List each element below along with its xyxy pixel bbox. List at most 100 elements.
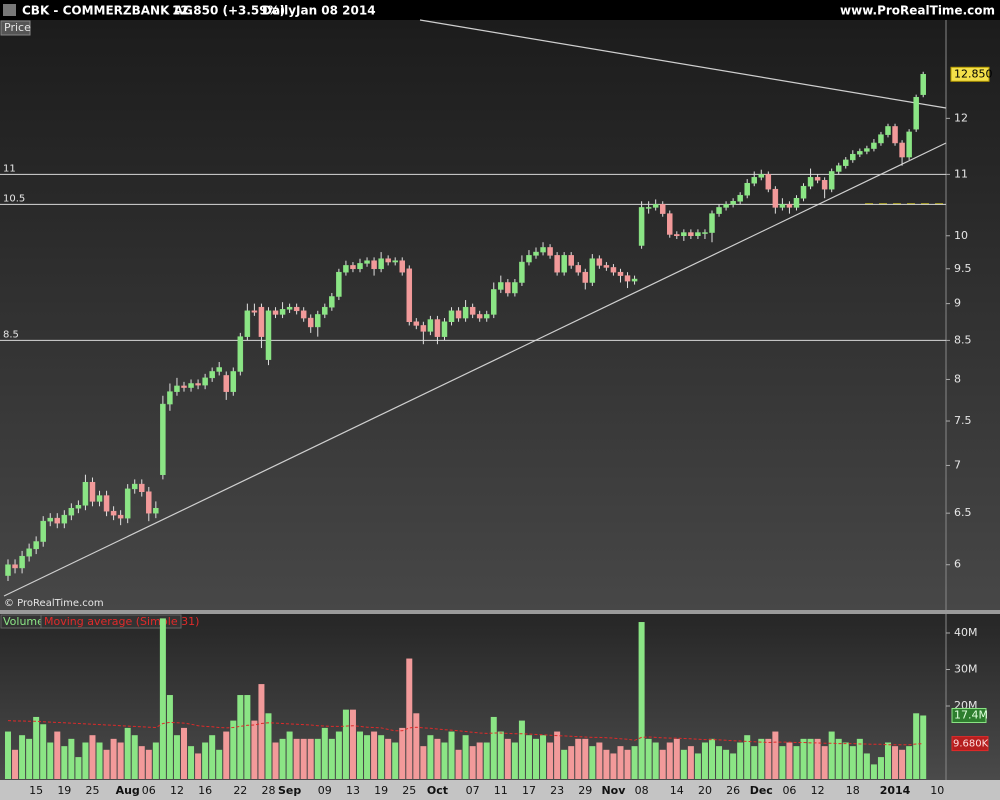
moving-average [7, 720, 924, 746]
y-tick-label: 6 [954, 558, 961, 571]
y-tick-label: 11 [954, 167, 968, 180]
volume-bar [286, 731, 293, 779]
volume-bar [716, 746, 723, 779]
last-ma-label: 9.680K [953, 739, 989, 750]
volume-bar [378, 735, 385, 779]
candle-body [300, 310, 307, 319]
volume-bar [737, 742, 744, 779]
candle-body [167, 391, 173, 405]
x-tick-label: 2014 [880, 784, 911, 797]
volume-bar [117, 742, 124, 779]
candle-body [744, 182, 750, 196]
candle-body [857, 151, 863, 155]
volume-bar [870, 764, 877, 779]
candle-body [835, 165, 842, 172]
x-tick-label: Oct [427, 784, 448, 797]
volume-bar [856, 738, 863, 779]
volume-bar [307, 738, 314, 779]
candle-body [674, 234, 680, 237]
candle-body [399, 260, 405, 273]
volume-bar [279, 738, 286, 779]
candle-body [286, 306, 293, 310]
volume-bar [821, 746, 828, 779]
x-tick-label: 29 [578, 784, 592, 797]
candle-body [814, 177, 821, 181]
candle-body [385, 258, 391, 263]
volume-bar [673, 738, 680, 779]
candle-body [554, 255, 560, 273]
volume-bar [152, 742, 159, 779]
volume-bar [709, 738, 715, 779]
x-tick-label: 11 [494, 784, 508, 797]
candle-body [772, 188, 779, 208]
candle-body [561, 255, 567, 273]
candle-body [153, 507, 159, 514]
x-tick-label: 19 [57, 784, 71, 797]
candle-body [160, 403, 166, 475]
candle-body [709, 213, 715, 233]
x-tick-label: 16 [198, 784, 212, 797]
candle-body [216, 367, 222, 372]
volume-bar [75, 757, 82, 779]
x-tick-label: 19 [374, 784, 388, 797]
candle-body [519, 261, 525, 283]
volume-bar [638, 622, 645, 779]
volume-bar [547, 742, 554, 779]
x-tick-label: 26 [726, 784, 740, 797]
x-tick-label: 18 [846, 784, 860, 797]
volume-bar [195, 753, 202, 779]
symbol: CBK - COMMERZBANK AG [22, 4, 193, 18]
volume-bar [181, 727, 187, 779]
candle-body [89, 481, 96, 502]
candle-body [26, 548, 32, 557]
candle-body [491, 289, 497, 315]
candle-body [371, 260, 377, 270]
volume-bar [237, 695, 244, 779]
volume-bar [202, 742, 209, 779]
volume-bar [413, 713, 420, 779]
volume-bar [863, 753, 870, 779]
candle-body [751, 177, 757, 184]
candle-body [279, 309, 286, 315]
volume-bar [842, 742, 849, 779]
candle-body [906, 131, 912, 158]
volume-bar [441, 742, 448, 779]
last-ma-box [951, 736, 989, 752]
volume-bar [300, 738, 307, 779]
x-tick-label: Sep [278, 784, 301, 797]
volume-bar [293, 738, 300, 779]
volume-bar [335, 731, 342, 779]
y-tick-label: 7.5 [954, 414, 972, 427]
date: Jan 08 2014 [295, 4, 376, 18]
x-tick-label: 28 [261, 784, 275, 797]
candle-body [498, 282, 504, 290]
trend-line [3, 142, 947, 597]
volume-bar [173, 735, 180, 779]
volume-bar [392, 742, 399, 779]
x-tick-label: 07 [466, 784, 480, 797]
candle-body [181, 385, 187, 388]
level-label: 11 [3, 163, 16, 174]
y-tick-label: 40M [954, 626, 978, 639]
candle-body [758, 174, 765, 178]
volume-bar [652, 742, 659, 779]
x-tick-label: 22 [233, 784, 247, 797]
x-tick-label: 09 [318, 784, 332, 797]
volume-bar [209, 735, 216, 779]
volume-bar [12, 749, 19, 779]
candle-body [392, 260, 398, 263]
candle-body [913, 96, 919, 130]
menu-icon[interactable] [3, 4, 16, 16]
candle-body [512, 282, 518, 294]
candle-body [209, 371, 215, 379]
candle-body [350, 265, 356, 270]
volume-bar [483, 742, 490, 779]
candle-body [582, 271, 589, 283]
volume-bar [406, 658, 413, 779]
candle-body [12, 564, 18, 569]
candle-body [124, 488, 131, 519]
candle-body [920, 74, 926, 95]
volume-bar [624, 749, 631, 779]
legend-entry: Volume [3, 615, 44, 628]
candle-body [462, 306, 469, 319]
